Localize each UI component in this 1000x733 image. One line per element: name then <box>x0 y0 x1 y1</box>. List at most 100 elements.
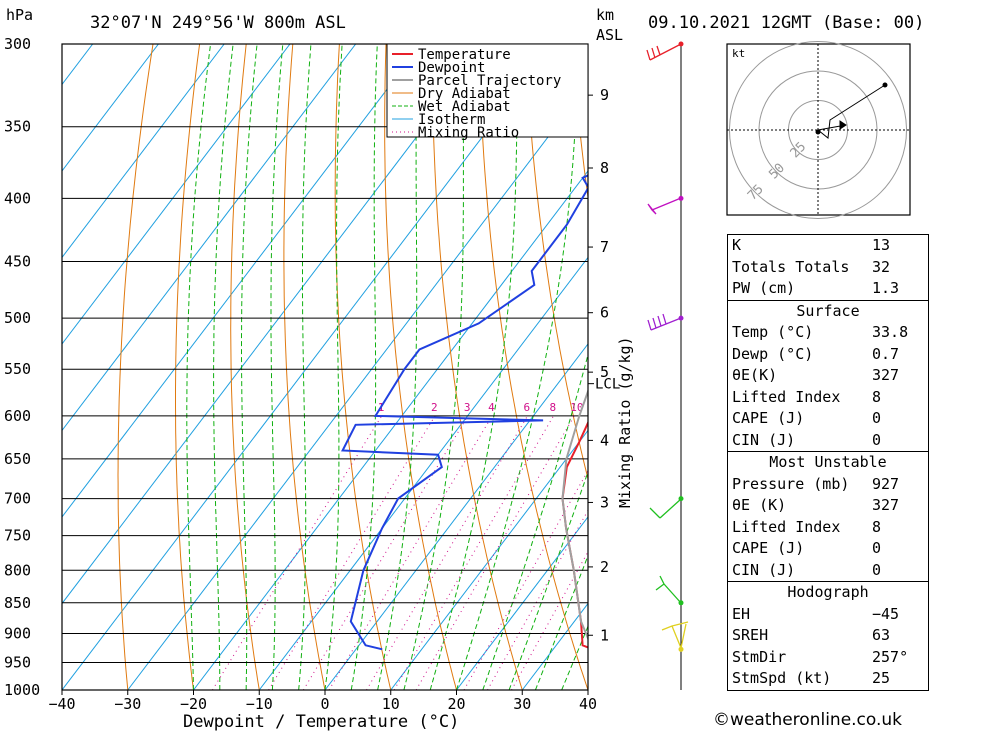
dry-adiabat-line <box>987 26 1000 690</box>
stat-label: CAPE (J) <box>732 409 805 427</box>
isotherm-line <box>456 516 588 690</box>
wind-barb <box>655 575 682 604</box>
wind-barb <box>646 43 682 61</box>
km-label: km <box>596 6 614 24</box>
km-tick-label: 3 <box>600 493 609 511</box>
mixing-ratio-line <box>393 415 554 690</box>
pressure-tick-label: 950 <box>4 653 31 671</box>
stat-row-temp: Temp (°C) 33.8 <box>728 322 928 344</box>
stat-value: 8 <box>872 387 882 406</box>
stat-row-li: Lifted Index 8 <box>728 387 928 409</box>
km-tick-label: 7 <box>600 238 609 256</box>
mixing-ratio-tick-label: 6 <box>524 401 531 414</box>
mixing-ratio-tick-label: 2 <box>431 401 438 414</box>
copyright-footer: ©weatheronline.co.uk <box>713 710 903 730</box>
stat-label: Totals Totals <box>732 257 850 276</box>
x-axis-label: Dewpoint / Temperature (°C) <box>183 712 459 732</box>
dry-adiabat-line <box>525 44 588 481</box>
isotherm-line <box>62 44 225 259</box>
wet-adiabat-line <box>270 44 284 690</box>
hodograph-header: Hodograph <box>728 581 928 604</box>
mixing-ratio-axis-label: Mixing Ratio (g/kg) <box>616 336 634 508</box>
stat-row-stmdir: StmDir 257° <box>728 647 928 669</box>
hodograph-trace <box>817 84 886 139</box>
stat-label: StmSpd (kt) <box>732 669 832 687</box>
stat-row-tt: Totals Totals 32 <box>728 257 928 279</box>
wind-level-dot <box>678 41 684 47</box>
stat-row-mu-theta: θE (K) 327 <box>728 495 928 517</box>
stats-panel: K 13 Totals Totals 32 PW (cm) 1.3 Surface T… <box>727 234 929 691</box>
wet-adiabat-line <box>241 44 258 690</box>
mixing-ratio-line <box>366 415 528 690</box>
legend-label: Parcel Trajectory <box>418 73 561 89</box>
mixing-ratio-tick-label: 20 <box>637 401 650 414</box>
stat-value: 13 <box>872 236 891 254</box>
km-tick-label: 5 <box>600 363 609 381</box>
surface-header: Surface <box>728 299 928 323</box>
wind-level-dot <box>678 496 684 502</box>
pressure-tick-label: 450 <box>4 253 31 271</box>
pressure-tick-label: 600 <box>4 407 31 425</box>
wet-adiabat-line <box>186 44 212 690</box>
mixing-ratio-tick-label: 25 <box>660 401 673 414</box>
datetime-label: 09.10.2021 12GMT (Base: 00) <box>648 13 924 33</box>
stat-label: Temp (°C) <box>732 323 814 341</box>
x-tick-label: −40 <box>48 695 75 713</box>
hodograph-origin <box>815 129 821 135</box>
isotherm-line <box>62 44 159 172</box>
stat-label: PW (cm) <box>732 279 796 297</box>
legend-label: Mixing Ratio <box>418 125 519 141</box>
km-tick-label: 9 <box>600 86 609 104</box>
stat-label: StmDir <box>732 647 787 666</box>
pressure-tick-label: 1000 <box>4 681 40 699</box>
wind-level-dot <box>678 600 684 606</box>
stat-label: K <box>732 236 742 254</box>
wind-barb <box>647 313 682 331</box>
series-dewpoint <box>341 174 588 651</box>
stat-row-stmspd: StmSpd (kt) 25 <box>728 668 928 690</box>
pressure-tick-label: 350 <box>4 118 31 136</box>
stat-label: θE (K) <box>732 496 787 514</box>
stat-row-eh: EH −45 <box>728 604 928 626</box>
pressure-tick-label: 700 <box>4 490 31 508</box>
location-title: 32°07'N 249°56'W 800m ASL <box>90 13 346 33</box>
stat-row-mu-li: Lifted Index 8 <box>728 517 928 539</box>
stat-label: Dewp (°C) <box>732 344 814 363</box>
stat-row-pw: PW (cm) 1.3 <box>728 278 928 300</box>
mixing-ratio-tick-label: 8 <box>550 401 557 414</box>
pressure-tick-label: 800 <box>4 561 31 579</box>
isotherm-line <box>390 429 588 690</box>
legend-label: Wet Adiabat <box>418 99 511 115</box>
x-tick-label: −20 <box>180 695 207 713</box>
stat-label: CIN (J) <box>732 560 796 579</box>
stat-row-mu-cape: CAPE (J) 0 <box>728 538 928 560</box>
stat-row-mu-pressure: Pressure (mb) 927 <box>728 474 928 496</box>
lcl-label: LCL <box>595 377 620 393</box>
stat-value: 0 <box>872 539 882 557</box>
isotherm-line <box>62 44 488 605</box>
stat-label: CAPE (J) <box>732 539 805 557</box>
isotherm-line <box>127 83 588 690</box>
pressure-tick-label: 850 <box>4 594 31 612</box>
pressure-tick-label: 750 <box>4 527 31 545</box>
dry-adiabat-line <box>334 44 392 690</box>
dry-adiabat-line <box>384 44 457 690</box>
stat-label: Pressure (mb) <box>732 474 850 493</box>
isotherm-line <box>258 256 588 690</box>
km-tick-label: 2 <box>600 558 609 576</box>
mixing-ratio-tick-label: 4 <box>488 401 495 414</box>
x-tick-label: −10 <box>246 695 273 713</box>
wind-level-dot <box>678 195 684 201</box>
isotherm-line <box>62 44 357 432</box>
mixing-ratio-tick-label: 3 <box>464 401 471 414</box>
wind-profile <box>646 41 689 690</box>
dry-adiabat-line <box>431 44 523 690</box>
dry-adiabat-line <box>940 26 1000 690</box>
dry-adiabat-line <box>283 44 326 690</box>
legend-label: Isotherm <box>418 112 485 128</box>
stat-value: 327 <box>872 366 900 384</box>
x-tick-label: 30 <box>513 695 531 713</box>
x-tick-label: 0 <box>320 695 329 713</box>
legend-label: Dry Adiabat <box>418 86 511 102</box>
